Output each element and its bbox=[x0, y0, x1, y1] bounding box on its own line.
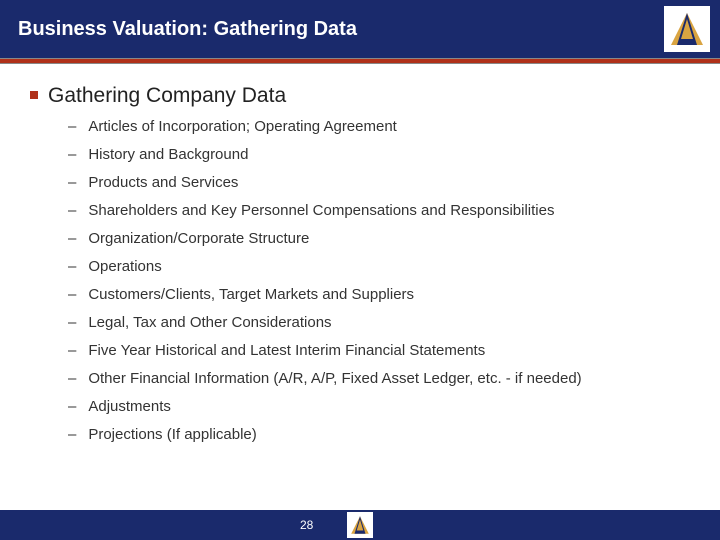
list-item: –Adjustments bbox=[68, 398, 690, 415]
header-logo bbox=[664, 6, 710, 52]
list-item: –Articles of Incorporation; Operating Ag… bbox=[68, 118, 690, 135]
list-item-text: Products and Services bbox=[88, 174, 238, 191]
main-heading-text: Gathering Company Data bbox=[48, 84, 286, 108]
list-item: –Shareholders and Key Personnel Compensa… bbox=[68, 202, 690, 219]
footer-logo bbox=[347, 512, 373, 538]
dash-icon: – bbox=[68, 398, 76, 415]
list-item-text: Projections (If applicable) bbox=[88, 426, 256, 443]
list-item: –Operations bbox=[68, 258, 690, 275]
list-item-text: Operations bbox=[88, 258, 161, 275]
dash-icon: – bbox=[68, 286, 76, 303]
list-item-text: Legal, Tax and Other Considerations bbox=[88, 314, 331, 331]
bullet-square-icon bbox=[30, 91, 38, 99]
logo-icon bbox=[349, 514, 371, 536]
dash-icon: – bbox=[68, 174, 76, 191]
list-item-text: Customers/Clients, Target Markets and Su… bbox=[88, 286, 414, 303]
list-item: –Projections (If applicable) bbox=[68, 426, 690, 443]
dash-icon: – bbox=[68, 146, 76, 163]
page-number: 28 bbox=[300, 518, 313, 532]
slide-footer: 28 bbox=[0, 510, 720, 540]
list-item: –Five Year Historical and Latest Interim… bbox=[68, 342, 690, 359]
list-item: –History and Background bbox=[68, 146, 690, 163]
list-item-text: Other Financial Information (A/R, A/P, F… bbox=[88, 370, 581, 387]
list-item: –Other Financial Information (A/R, A/P, … bbox=[68, 370, 690, 387]
dash-icon: – bbox=[68, 230, 76, 247]
list-item: –Organization/Corporate Structure bbox=[68, 230, 690, 247]
dash-icon: – bbox=[68, 202, 76, 219]
dash-icon: – bbox=[68, 118, 76, 135]
sub-list: –Articles of Incorporation; Operating Ag… bbox=[30, 118, 690, 443]
dash-icon: – bbox=[68, 342, 76, 359]
list-item-text: History and Background bbox=[88, 146, 248, 163]
list-item-text: Shareholders and Key Personnel Compensat… bbox=[88, 202, 554, 219]
list-item: –Customers/Clients, Target Markets and S… bbox=[68, 286, 690, 303]
dash-icon: – bbox=[68, 370, 76, 387]
dash-icon: – bbox=[68, 426, 76, 443]
slide-content: Gathering Company Data –Articles of Inco… bbox=[0, 64, 720, 443]
list-item-text: Five Year Historical and Latest Interim … bbox=[88, 342, 485, 359]
list-item-text: Articles of Incorporation; Operating Agr… bbox=[88, 118, 397, 135]
list-item-text: Organization/Corporate Structure bbox=[88, 230, 309, 247]
logo-icon bbox=[667, 9, 707, 49]
dash-icon: – bbox=[68, 314, 76, 331]
dash-icon: – bbox=[68, 258, 76, 275]
slide-header: Business Valuation: Gathering Data bbox=[0, 0, 720, 58]
main-heading: Gathering Company Data bbox=[30, 84, 690, 108]
list-item: –Products and Services bbox=[68, 174, 690, 191]
slide-title: Business Valuation: Gathering Data bbox=[18, 18, 357, 41]
list-item-text: Adjustments bbox=[88, 398, 171, 415]
list-item: –Legal, Tax and Other Considerations bbox=[68, 314, 690, 331]
